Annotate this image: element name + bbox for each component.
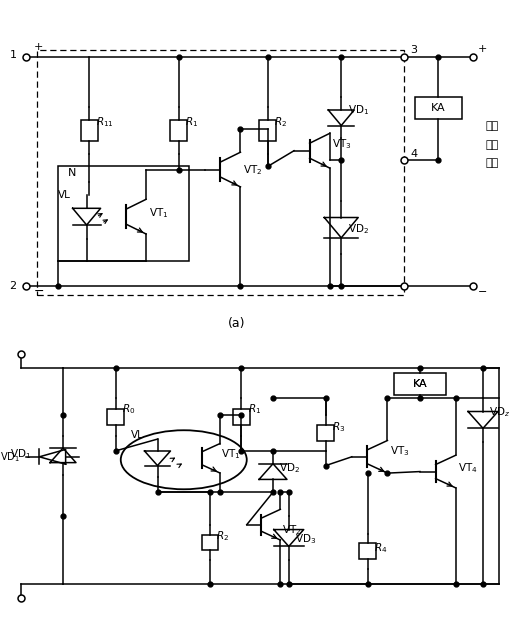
Text: VT$_2$: VT$_2$ <box>243 163 262 176</box>
Text: 负载: 负载 <box>486 139 499 149</box>
Text: KA: KA <box>431 104 446 113</box>
Text: 2: 2 <box>9 281 17 291</box>
Text: VL: VL <box>58 190 71 200</box>
Text: VT$_3$: VT$_3$ <box>332 138 352 151</box>
Bar <box>359 543 376 559</box>
Text: VD$_2$: VD$_2$ <box>279 462 300 475</box>
Bar <box>233 409 250 425</box>
Bar <box>394 372 446 395</box>
Bar <box>170 120 187 141</box>
Text: −: − <box>478 287 487 297</box>
Text: −: − <box>34 285 45 298</box>
Bar <box>58 166 189 261</box>
Text: $R_2$: $R_2$ <box>216 529 229 543</box>
Text: $R_2$: $R_2$ <box>274 116 287 129</box>
Text: VD$_2$: VD$_2$ <box>348 222 369 236</box>
Text: VT$_1$: VT$_1$ <box>149 207 168 220</box>
Text: VT$_1$: VT$_1$ <box>222 447 241 460</box>
Text: VT$_2$: VT$_2$ <box>282 524 301 538</box>
Text: KA: KA <box>413 379 427 389</box>
Text: VD$_1$: VD$_1$ <box>348 103 369 117</box>
Text: $R_0$: $R_0$ <box>122 403 135 416</box>
Text: VD$_z$: VD$_z$ <box>489 406 510 420</box>
Text: 4: 4 <box>411 149 418 159</box>
Text: 直流: 直流 <box>486 121 499 131</box>
Text: 3: 3 <box>411 45 417 55</box>
Bar <box>202 534 218 550</box>
Text: +: + <box>34 42 44 52</box>
Bar <box>37 50 404 295</box>
Bar <box>317 425 334 441</box>
Text: $R_3$: $R_3$ <box>332 420 345 434</box>
Text: VD$_1$: VD$_1$ <box>0 450 20 463</box>
Text: VL: VL <box>131 430 144 440</box>
Text: $R_1$: $R_1$ <box>248 403 261 416</box>
Text: 电源: 电源 <box>486 158 499 168</box>
Text: (a): (a) <box>227 317 245 330</box>
Text: N: N <box>68 168 77 178</box>
Text: VD$_1$: VD$_1$ <box>10 447 31 460</box>
Bar <box>81 120 98 141</box>
Text: VT$_3$: VT$_3$ <box>390 444 410 458</box>
Text: $R_1$: $R_1$ <box>185 116 198 129</box>
Bar <box>415 97 462 119</box>
Text: KA: KA <box>413 379 427 389</box>
Bar <box>107 409 124 425</box>
Text: $R_4$: $R_4$ <box>374 541 387 555</box>
Text: $R_{11}$: $R_{11}$ <box>96 116 113 129</box>
Text: VD$_3$: VD$_3$ <box>295 533 316 546</box>
Bar <box>259 120 276 141</box>
Text: +: + <box>478 44 487 54</box>
Text: VT$_4$: VT$_4$ <box>458 462 478 475</box>
Text: 1: 1 <box>9 50 17 60</box>
